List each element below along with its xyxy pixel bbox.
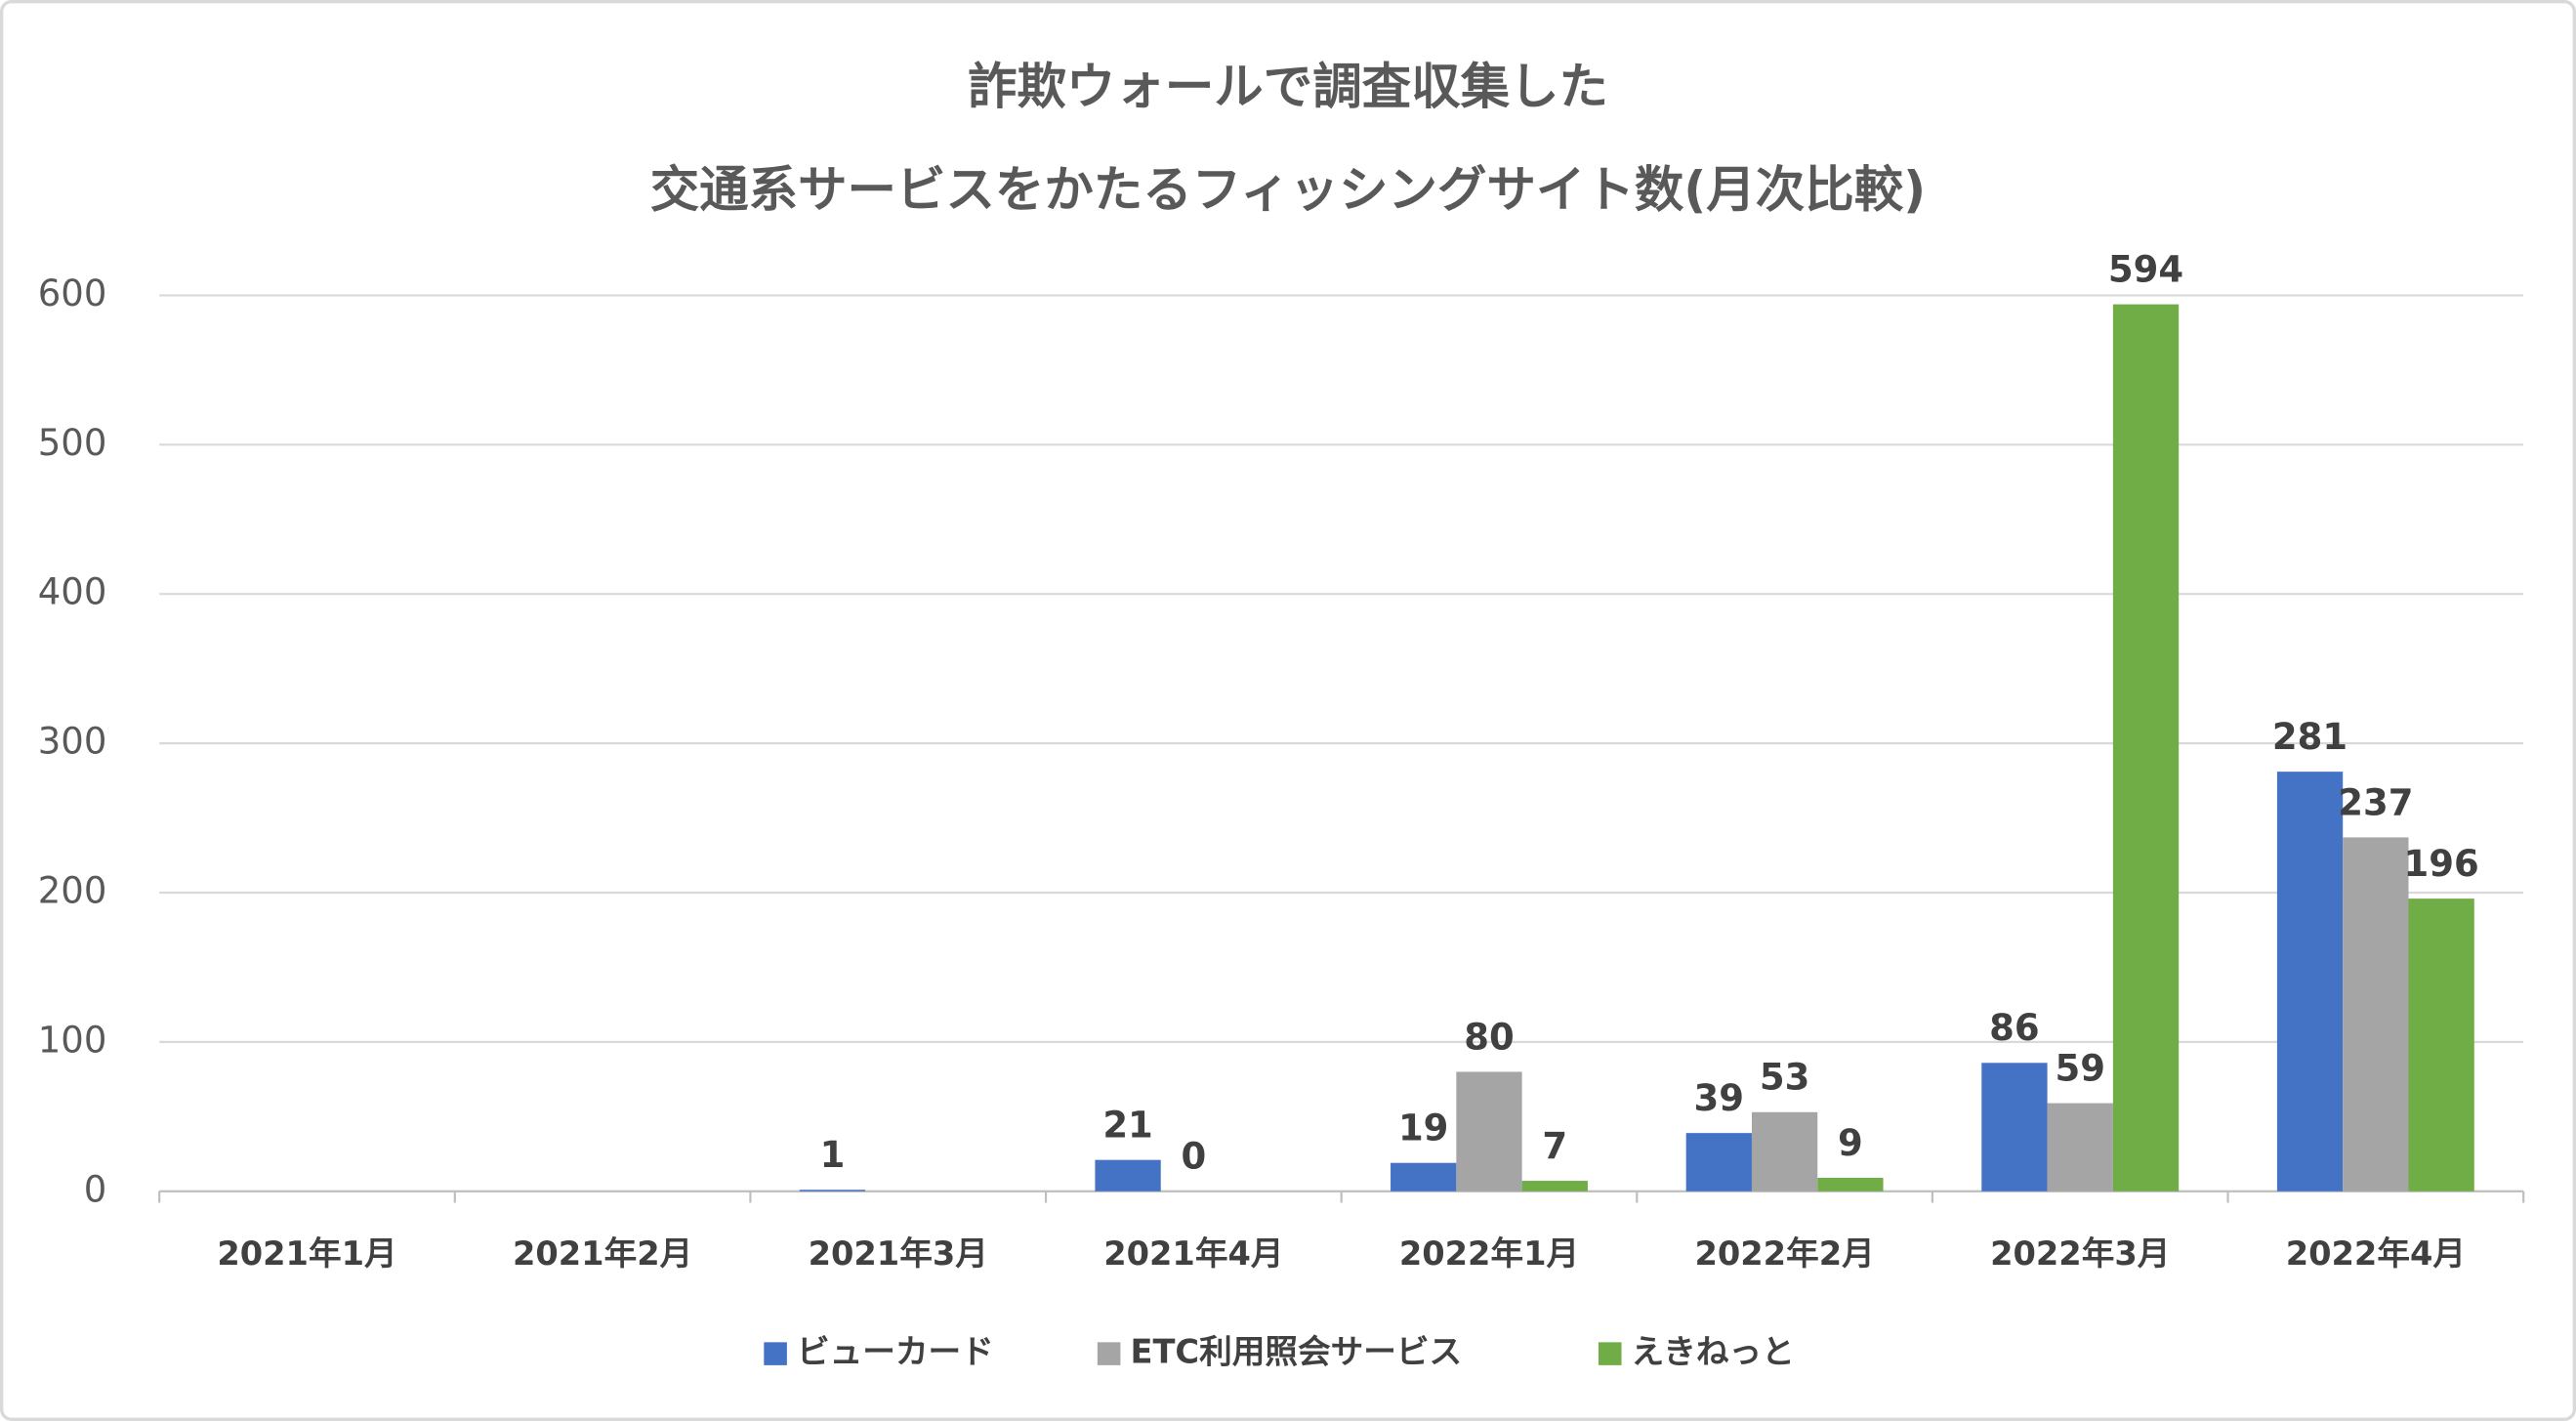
x-tick-label: 2022年3月 [1990,1234,2170,1273]
x-tick-label: 2021年3月 [809,1234,988,1273]
x-tick-label: 2022年2月 [1694,1234,1874,1273]
x-tick-label: 2022年1月 [1399,1234,1579,1273]
data-label: 19 [1398,1108,1448,1149]
bar [1391,1162,1457,1191]
x-tick-label: 2021年1月 [217,1234,396,1273]
legend-swatch [1598,1342,1622,1365]
bar [1456,1071,1522,1191]
x-tick-label: 2021年4月 [1103,1234,1283,1273]
chart-title: 詐欺ウォールで調査収集した [968,58,1608,115]
data-label: 21 [1102,1105,1152,1147]
bar [1685,1133,1752,1191]
data-label: 7 [1542,1125,1567,1167]
x-tick-label: 2021年2月 [513,1234,692,1273]
bar [2408,899,2474,1191]
x-tick-label: 2022年4月 [2286,1234,2466,1273]
legend-label: えきねっと [1632,1333,1795,1371]
y-tick-label: 100 [38,1019,107,1061]
bar [1751,1111,1818,1191]
bar [2112,304,2180,1191]
bar [2276,772,2344,1191]
legend-label: ビューカード [797,1333,994,1371]
data-label: 80 [1464,1016,1514,1058]
y-tick-label: 300 [38,721,107,763]
data-label: 9 [1838,1122,1863,1164]
y-tick-label: 0 [84,1168,107,1210]
data-label: 281 [2272,716,2347,758]
bar [1521,1181,1588,1191]
bar [799,1190,866,1191]
data-label: 594 [2108,249,2183,291]
y-tick-label: 500 [38,422,107,464]
bar [1817,1178,1884,1191]
chart-title: 交通系サービスをかたるフィッシングサイト数(月次比較) [650,161,1927,219]
y-tick-label: 200 [38,870,107,912]
data-label: 39 [1694,1077,1744,1119]
y-tick-label: 600 [38,272,107,314]
data-label: 53 [1760,1057,1809,1099]
legend-swatch [764,1342,787,1365]
y-tick-label: 400 [38,571,107,613]
data-label: 86 [1989,1007,2039,1049]
data-label: 237 [2338,781,2413,823]
bar [1095,1159,1161,1191]
bar [1981,1063,2048,1191]
data-label: 59 [2055,1047,2104,1089]
data-label: 0 [1181,1136,1206,1178]
legend-label: ETC利用照会サービス [1130,1333,1462,1371]
bar [2047,1103,2113,1191]
data-label: 196 [2404,843,2479,885]
data-label: 1 [820,1134,846,1176]
legend-swatch [1097,1342,1121,1365]
bar [2343,837,2409,1191]
